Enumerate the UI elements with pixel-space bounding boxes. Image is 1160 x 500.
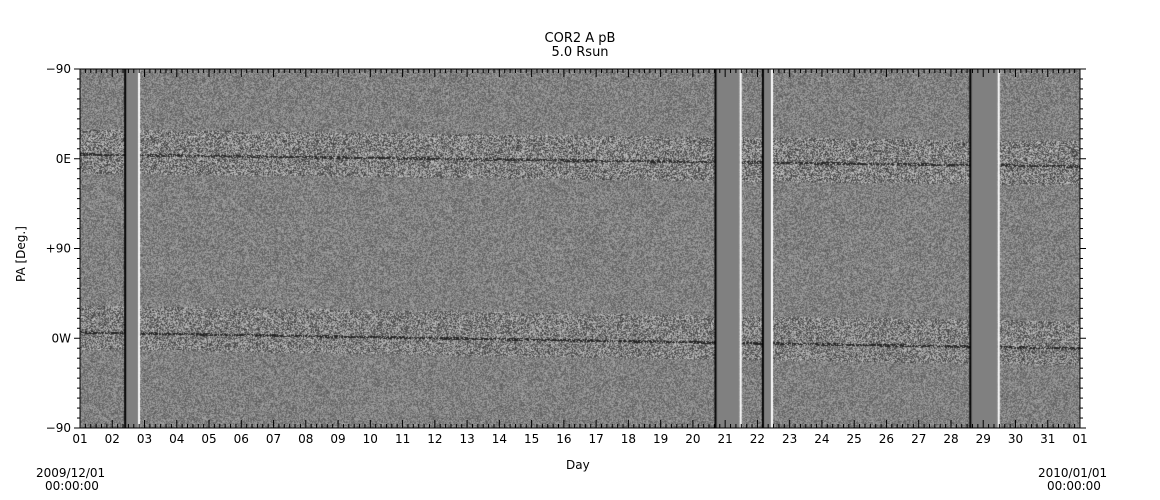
x-tick-label: 25 [847,432,862,446]
jmap-image [80,69,1080,428]
y-axis-label: PA [Deg.] [14,226,28,282]
x-tick-label: 21 [718,432,733,446]
x-tick-label: 03 [137,432,152,446]
x-tick-label: 10 [363,432,378,446]
x-tick-label: 23 [782,432,797,446]
x-tick-label: 29 [976,432,991,446]
end-date: 2010/01/01 [1038,466,1108,480]
y-tick-label: +90 [46,242,71,256]
plot-frame [79,68,1081,429]
x-tick-label: 31 [1040,432,1055,446]
x-tick-label: 01 [72,432,87,446]
y-tick-label: 0E [56,152,71,166]
x-tick-label: 06 [234,432,249,446]
x-tick-label: 27 [911,432,926,446]
start-date: 2009/12/01 [36,466,106,480]
x-tick-label: 20 [685,432,700,446]
y-tick-label: −90 [46,421,71,435]
x-tick-label: 28 [943,432,958,446]
x-tick-label: 09 [330,432,345,446]
x-tick-label: 24 [814,432,829,446]
y-tick-label: 0W [52,331,72,345]
x-tick-label: 12 [427,432,442,446]
x-tick-label: 02 [105,432,120,446]
x-tick-label: 26 [879,432,894,446]
x-tick-label: 17 [588,432,603,446]
x-tick-label: 16 [556,432,571,446]
x-tick-label: 07 [266,432,281,446]
x-tick-label: 05 [201,432,216,446]
x-tick-label: 14 [492,432,507,446]
x-tick-label: 19 [653,432,668,446]
end-time: 00:00:00 [1047,479,1101,493]
x-axis-label: Day [566,458,590,472]
x-tick-label: 04 [169,432,184,446]
x-tick-label: 13 [459,432,474,446]
chart-title: COR2 A pB [544,31,616,46]
x-tick-label: 01 [1072,432,1087,446]
y-tick-label: −90 [46,62,71,76]
x-tick-label: 08 [298,432,313,446]
x-tick-label: 30 [1008,432,1023,446]
start-time: 00:00:00 [45,479,99,493]
chart-subtitle: 5.0 Rsun [551,45,609,60]
x-tick-label: 11 [395,432,410,446]
x-tick-label: 22 [750,432,765,446]
x-tick-label: 15 [524,432,539,446]
x-tick-label: 18 [621,432,636,446]
